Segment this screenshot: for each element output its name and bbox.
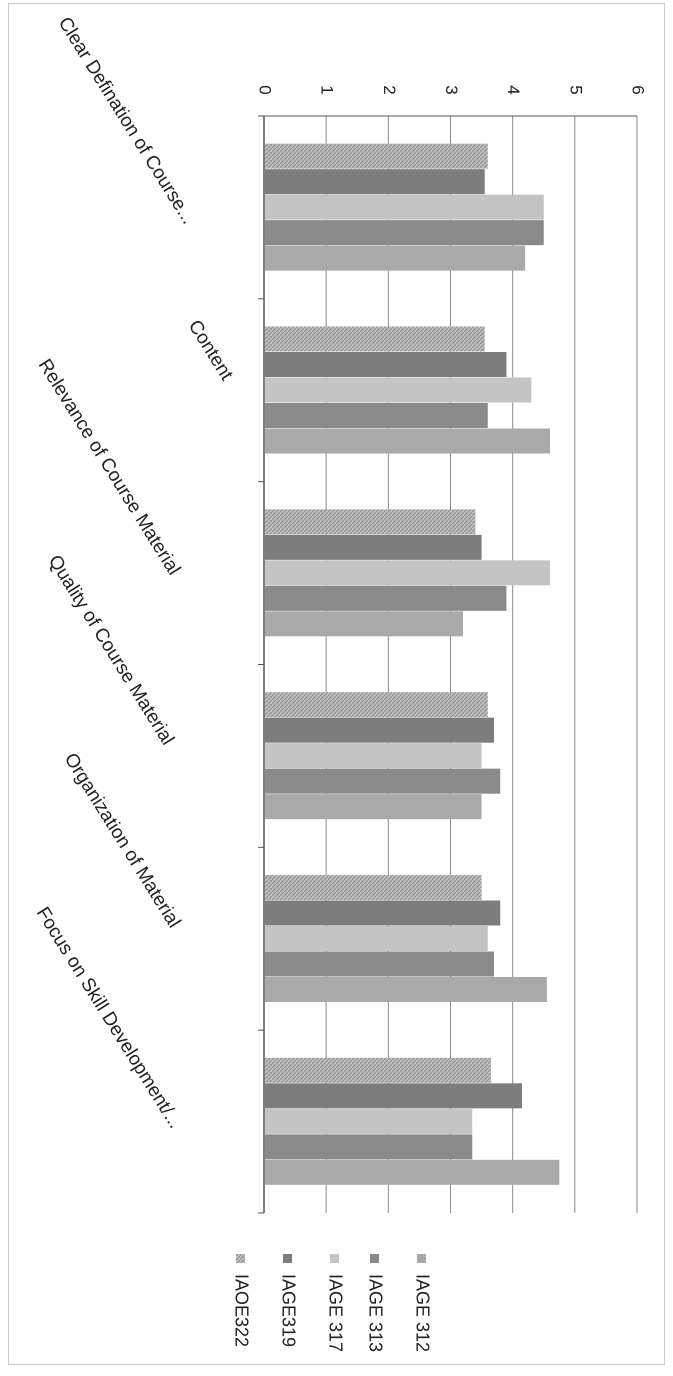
bar	[265, 220, 544, 246]
legend-label: IAGE 317	[325, 1274, 345, 1352]
bar	[265, 585, 507, 611]
legend-label: IAOE322	[231, 1274, 251, 1347]
legend-swatch	[283, 1254, 292, 1263]
category-label: Focus on Skill Development/...	[32, 904, 186, 1133]
bar	[265, 352, 507, 377]
category-label: Quality of Course Material	[44, 552, 178, 749]
bar	[265, 509, 476, 535]
bar	[265, 717, 495, 743]
bar	[265, 611, 463, 637]
bar	[265, 169, 485, 195]
legend-label: IAGE 312	[412, 1274, 432, 1352]
bar	[265, 900, 501, 926]
bar	[265, 1159, 560, 1185]
bar	[265, 534, 482, 560]
bar	[265, 875, 482, 900]
bar	[265, 194, 544, 220]
axes	[258, 115, 637, 1214]
bar	[265, 692, 488, 718]
bar	[265, 143, 488, 169]
bar	[265, 403, 488, 428]
value-tick-label: 1	[318, 85, 337, 94]
category-label: Content	[184, 317, 237, 385]
bar	[265, 1083, 522, 1109]
category-label: Clear Defination of Course...	[54, 14, 199, 228]
legend-swatch	[370, 1254, 379, 1263]
legend-label: IAGE 313	[365, 1274, 385, 1352]
bar	[265, 245, 526, 271]
bar	[265, 977, 547, 1002]
legend: IAGE 312 IAGE 313 IAGE 317 IAGE319 IAOE322	[231, 1254, 432, 1352]
value-tick-label: 4	[504, 85, 523, 94]
value-tick-label: 5	[566, 85, 585, 94]
bar	[265, 1134, 473, 1160]
bar	[265, 1057, 491, 1083]
legend-swatch	[417, 1254, 426, 1263]
bar	[265, 428, 550, 454]
chart-frame	[8, 3, 665, 1365]
value-tick-label: 3	[442, 85, 461, 94]
bar	[265, 560, 550, 586]
value-tick-label: 2	[380, 85, 399, 94]
category-axis-labels: Clear Defination of Course... ContentRele…	[32, 14, 237, 1133]
bar	[265, 951, 495, 977]
legend-swatch	[236, 1254, 245, 1263]
bar	[265, 743, 482, 769]
bar	[265, 1108, 473, 1134]
bar	[265, 926, 488, 951]
value-axis-tick-labels: 0 1 2 3 4 5 6	[256, 85, 648, 94]
value-tick-label: 0	[256, 85, 275, 94]
bar	[265, 326, 485, 352]
bar	[265, 768, 501, 794]
legend-label: IAGE319	[278, 1274, 298, 1347]
bar	[265, 794, 482, 820]
legend-swatch	[330, 1254, 339, 1263]
category-label: Relevance of Course Material	[34, 356, 184, 579]
value-tick-label: 6	[629, 85, 648, 94]
category-label: Organization of Material	[60, 750, 185, 932]
bar	[265, 377, 532, 403]
gridlines	[325, 116, 638, 1213]
bars	[265, 143, 560, 1185]
